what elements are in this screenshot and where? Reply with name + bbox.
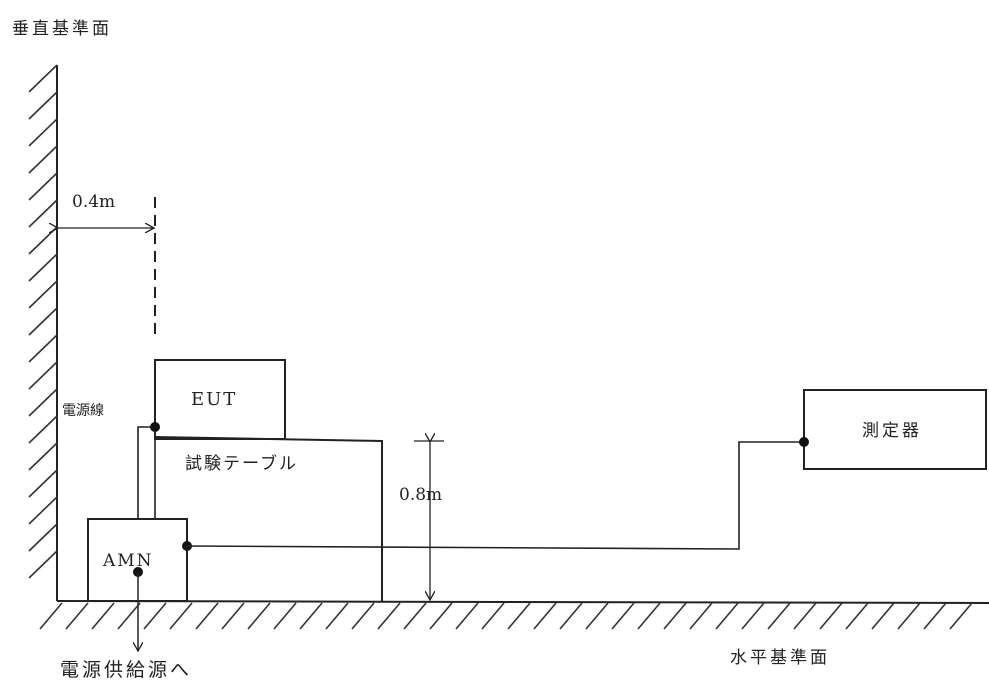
floor-hatch-mark	[247, 602, 271, 630]
floor-hatch-mark	[897, 602, 921, 630]
horizontal-plane-label: 水平基準面	[730, 648, 830, 668]
wall-hatch-mark	[28, 442, 58, 471]
wall-hatch-mark	[28, 199, 58, 228]
wall-hatch-mark	[28, 334, 58, 363]
floor-hatch-mark	[767, 602, 791, 630]
floor-hatch-mark	[117, 602, 141, 630]
wall-hatch-mark	[28, 145, 58, 174]
test-table-label: 試験テーブル	[185, 453, 298, 474]
floor-hatch-mark	[533, 602, 557, 630]
wall-hatch-mark	[28, 550, 58, 579]
power-cord-label: 電源線	[62, 403, 104, 419]
floor-hatch-mark	[195, 602, 219, 630]
wall-hatch-mark	[28, 469, 58, 498]
wall-hatch-mark	[28, 172, 58, 201]
eut-label: EUT	[191, 389, 237, 410]
height-label: 0.8m	[399, 485, 442, 505]
distance-label: 0.4m	[72, 192, 115, 212]
wall-hatch-mark	[28, 91, 58, 120]
floor-hatch-mark	[741, 602, 765, 630]
wall-hatch-mark	[28, 496, 58, 525]
test-table: 試験テーブル	[154, 435, 383, 601]
floor-hatch-mark	[221, 602, 245, 630]
instrument-label: 測定器	[862, 421, 922, 441]
floor-hatch-mark	[143, 602, 167, 630]
floor-hatch-mark	[273, 602, 297, 630]
instrument-input-dot	[799, 437, 809, 447]
floor-hatch-mark	[65, 602, 89, 630]
floor-hatch-mark	[845, 602, 869, 630]
floor-hatch-mark	[377, 602, 401, 630]
instrument-box: 測定器	[799, 389, 987, 470]
eut-power-connection-dot	[150, 422, 160, 432]
amn-label: AMN	[102, 551, 154, 571]
wall-hatch-mark	[28, 64, 58, 93]
floor-hatch-mark	[689, 602, 713, 630]
amn-box: AMN	[87, 518, 192, 602]
floor-hatch-mark	[39, 602, 63, 630]
horizontal-reference-plane	[39, 600, 989, 630]
floor-hatch-mark	[923, 602, 947, 630]
floor-hatch-mark	[611, 602, 635, 630]
floor-hatch-mark	[637, 602, 661, 630]
distance-dimension: 0.4m	[58, 192, 156, 337]
wall-hatch-mark	[28, 253, 58, 282]
vertical-reference-plane	[28, 64, 58, 601]
floor-hatch-mark	[871, 602, 895, 630]
floor-hatch-mark	[715, 602, 739, 630]
table-height-dimension: 0.8m	[399, 441, 444, 600]
floor-hatch-mark	[455, 602, 479, 630]
wall-hatch-mark	[28, 523, 58, 552]
floor-hatch-mark	[429, 602, 453, 630]
floor-hatch-mark	[351, 602, 375, 630]
floor-hatch-mark	[481, 602, 505, 630]
eut-box: EUT	[154, 359, 286, 440]
power-supply-feed: 電源供給源へ	[60, 572, 192, 681]
wall-hatch-mark	[28, 388, 58, 417]
measurement-cable	[186, 441, 804, 550]
floor-hatch-mark	[325, 602, 349, 630]
floor-hatch-mark	[559, 602, 583, 630]
wall-hatch-mark	[28, 280, 58, 309]
floor-hatch-mark	[663, 602, 687, 630]
floor-hatch-mark	[91, 602, 115, 630]
wall-hatch-mark	[28, 118, 58, 147]
power-supply-label: 電源供給源へ	[60, 659, 192, 681]
vertical-plane-label: 垂直基準面	[12, 19, 112, 39]
floor-hatch-mark	[949, 602, 973, 630]
floor-hatch-mark	[793, 602, 817, 630]
floor-hatch-mark	[169, 602, 193, 630]
wall-hatch-mark	[28, 361, 58, 390]
floor-hatch-mark	[299, 602, 323, 630]
wall-hatch-mark	[28, 415, 58, 444]
power-cord: 電源線	[62, 403, 160, 519]
floor-hatch-mark	[507, 602, 531, 630]
wall-hatch-mark	[28, 307, 58, 336]
wall-hatch-mark	[28, 226, 58, 255]
floor-hatch-mark	[585, 602, 609, 630]
floor-hatch-mark	[819, 602, 843, 630]
floor-hatch-mark	[403, 602, 427, 630]
